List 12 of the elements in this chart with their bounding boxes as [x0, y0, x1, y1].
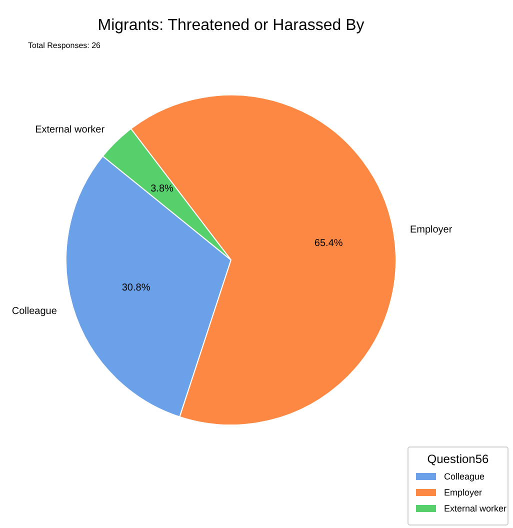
data-label: 30.8%: [122, 282, 150, 294]
legend-label: Employer: [444, 487, 482, 498]
slice-label: Employer: [410, 224, 453, 236]
text: Total Responses: 26: [28, 41, 102, 50]
slice-label: External worker: [35, 124, 106, 136]
data-label: 3.8%: [150, 184, 174, 195]
legend-label: Colleague: [444, 471, 485, 482]
slice-label: Colleague: [12, 306, 58, 318]
chart-title: Migrants: Threatened or Harassed By: [98, 17, 364, 34]
data-label: 65.4%: [314, 238, 343, 250]
legend-label: External worker: [444, 503, 507, 514]
legend-title: Question56: [427, 452, 490, 466]
